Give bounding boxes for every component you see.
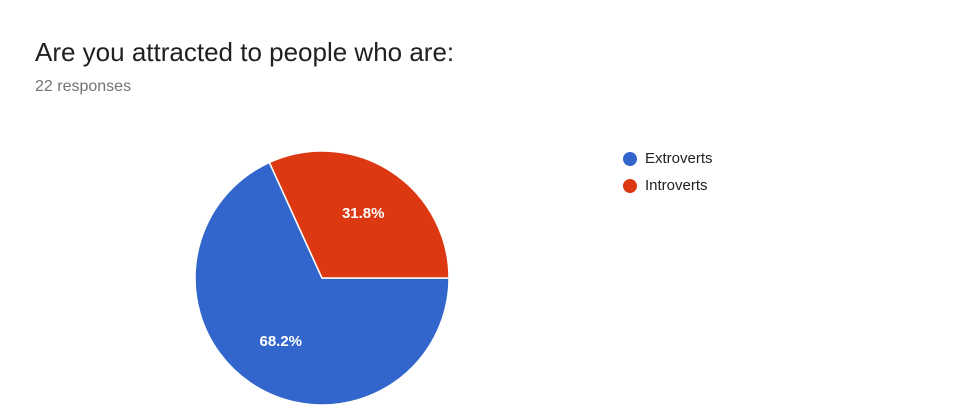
legend-label: Introverts — [645, 177, 708, 194]
chart-subtitle: 22 responses — [35, 78, 131, 95]
legend-label: Extroverts — [645, 150, 713, 167]
legend-swatch — [623, 179, 637, 193]
chart-title: Are you attracted to people who are: — [35, 37, 454, 67]
pie-slice — [194, 161, 450, 406]
value-label: 68.2% — [259, 333, 302, 350]
legend-swatch — [623, 152, 637, 166]
value-label: 31.8% — [342, 205, 385, 222]
pie-slice — [268, 150, 450, 279]
